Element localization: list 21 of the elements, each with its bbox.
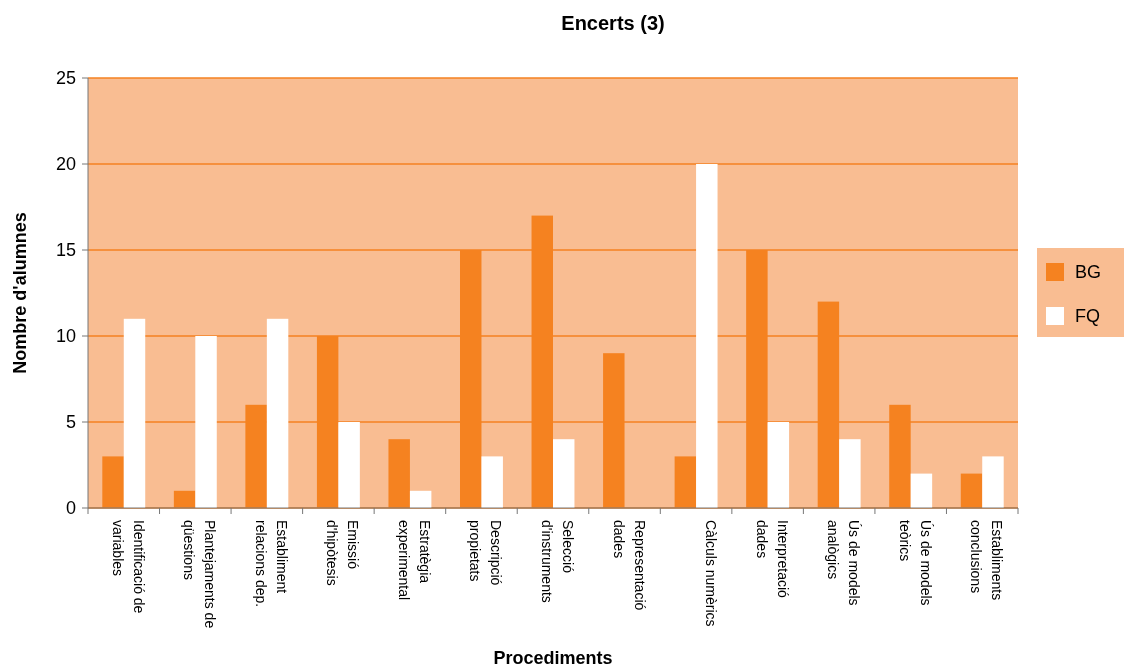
x-tick-label: Descripció propietats xyxy=(467,520,505,586)
x-tick-label: Càlculs numèrics xyxy=(703,520,720,627)
y-axis-title: Nombre d'alumnes xyxy=(10,212,30,374)
x-tick-label: Ús de models teòrics xyxy=(896,520,934,606)
y-tick-label: 10 xyxy=(55,326,76,347)
x-tick-label: Plantejaments de qüestions xyxy=(181,520,219,629)
x-tick-label: Representació dades xyxy=(610,520,648,611)
x-tick-label: Emissió d'hipòtesis xyxy=(324,520,362,586)
x-tick-label: Establiment relacions dep. xyxy=(252,520,290,608)
x-axis-title: Procediments xyxy=(493,648,613,668)
x-tick-label: Interpretació dades xyxy=(753,520,791,599)
x-tick-label: Identificació de variables xyxy=(109,520,147,614)
legend-label: FQ xyxy=(1075,306,1100,327)
y-tick-label: 25 xyxy=(55,68,76,89)
x-tick-label: Ús de models analògics xyxy=(825,520,863,606)
chart-title: Encerts (3) xyxy=(561,12,665,34)
legend-label: BG xyxy=(1075,262,1102,283)
y-tick-label: 0 xyxy=(65,498,76,519)
y-tick-label: 15 xyxy=(55,240,76,261)
y-tick-label: 5 xyxy=(65,412,76,433)
y-tick-label: 20 xyxy=(55,154,76,175)
